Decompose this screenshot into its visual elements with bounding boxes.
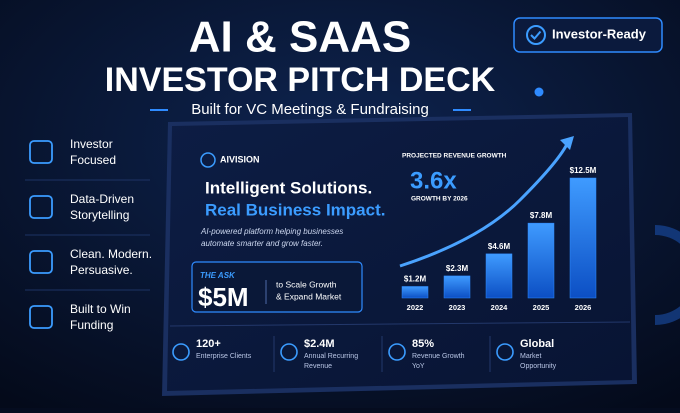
logo-icon xyxy=(200,152,216,168)
revenue-chart: $1.2M 2022 $2.3M 2023 $4.6M 2024 $7.8M 2025 $12.… xyxy=(401,166,597,312)
feature-text: Funding xyxy=(70,318,113,332)
arrow-head xyxy=(560,136,574,150)
bar-label: $4.6M xyxy=(488,242,511,251)
stat-value: Global xyxy=(520,338,554,350)
stat-label: Annual Recurring xyxy=(304,353,358,360)
badge-icon xyxy=(526,25,546,45)
bar-label: $12.5M xyxy=(570,166,597,175)
bar xyxy=(569,177,597,299)
growth-arrow xyxy=(399,141,570,268)
headline-1: Intelligent Solutions. xyxy=(205,178,372,197)
feature-icon xyxy=(29,195,53,219)
decor-arc xyxy=(654,225,680,325)
ask-box xyxy=(191,261,363,313)
bar xyxy=(401,286,429,299)
bar-label: $1.2M xyxy=(404,275,427,284)
ask-purpose: & Expand Market xyxy=(276,291,342,301)
title-dot xyxy=(534,87,544,97)
stat-label: Revenue Growth xyxy=(412,353,465,360)
badge-check xyxy=(530,30,542,40)
growth-caption: GROWTH BY 2026 xyxy=(411,196,468,203)
stat-value: $2.4M xyxy=(304,338,335,350)
feature-text: Focused xyxy=(70,153,116,167)
feature-icon xyxy=(29,305,53,329)
title-line-2: INVESTOR PITCH DECK xyxy=(105,61,496,99)
feature-text: Storytelling xyxy=(70,208,129,222)
stat-value: 85% xyxy=(412,338,434,350)
x-tick-label: 2024 xyxy=(491,303,509,312)
bar-label: $7.8M xyxy=(530,211,553,220)
stat-label: Enterprise Clients xyxy=(196,353,252,360)
headline-2: Real Business Impact. xyxy=(205,200,385,219)
bar xyxy=(527,222,555,299)
feature-text: Persuasive. xyxy=(70,263,133,277)
bar xyxy=(443,275,471,299)
x-tick-label: 2026 xyxy=(575,303,592,312)
x-tick-label: 2023 xyxy=(449,303,466,312)
bar xyxy=(485,253,513,299)
subtitle: Built for VC Meetings & Fundraising xyxy=(191,101,429,118)
ask-label: THE ASK xyxy=(200,271,236,280)
bar-label: $2.3M xyxy=(446,264,469,273)
description-line: AI-powered platform helping businesses xyxy=(200,227,343,236)
feature-text: Clean. Modern. xyxy=(70,247,152,261)
feature-list: Investor Focused Data-Driven Storytelling Cl… xyxy=(25,137,152,332)
stat-label: Opportunity xyxy=(520,363,557,370)
stat-icon xyxy=(388,343,406,361)
x-tick-label: 2022 xyxy=(407,303,424,312)
stat-value: 120+ xyxy=(196,338,221,350)
title-line-1: AI & SAAS xyxy=(189,13,411,62)
stat-label: Market xyxy=(520,353,541,360)
logo: AIVISION xyxy=(220,154,260,164)
stat-icon xyxy=(172,343,190,361)
stat-icon xyxy=(496,343,514,361)
x-tick-label: 2025 xyxy=(533,303,550,312)
stats-row: 120+ Enterprise Clients $2.4M Annual Recurr… xyxy=(172,336,557,372)
badge-text: Investor-Ready xyxy=(552,26,647,41)
chart-title: PROJECTED REVENUE GROWTH xyxy=(402,153,507,160)
ask-purpose: to Scale Growth xyxy=(276,279,337,289)
feature-icon xyxy=(29,250,53,274)
ask-amount: $5M xyxy=(198,282,249,312)
feature-text: Built to Win xyxy=(70,302,131,316)
stat-label: Revenue xyxy=(304,363,332,370)
feature-icon xyxy=(29,140,53,164)
stats-rule xyxy=(169,321,631,327)
badge xyxy=(513,17,663,53)
stat-icon xyxy=(280,343,298,361)
description-line: automate smarter and grow faster. xyxy=(201,239,323,248)
stat-label: YoY xyxy=(412,363,425,370)
growth-multiple: 3.6x xyxy=(410,167,457,194)
feature-text: Data-Driven xyxy=(70,192,134,206)
feature-text: Investor xyxy=(70,137,113,151)
